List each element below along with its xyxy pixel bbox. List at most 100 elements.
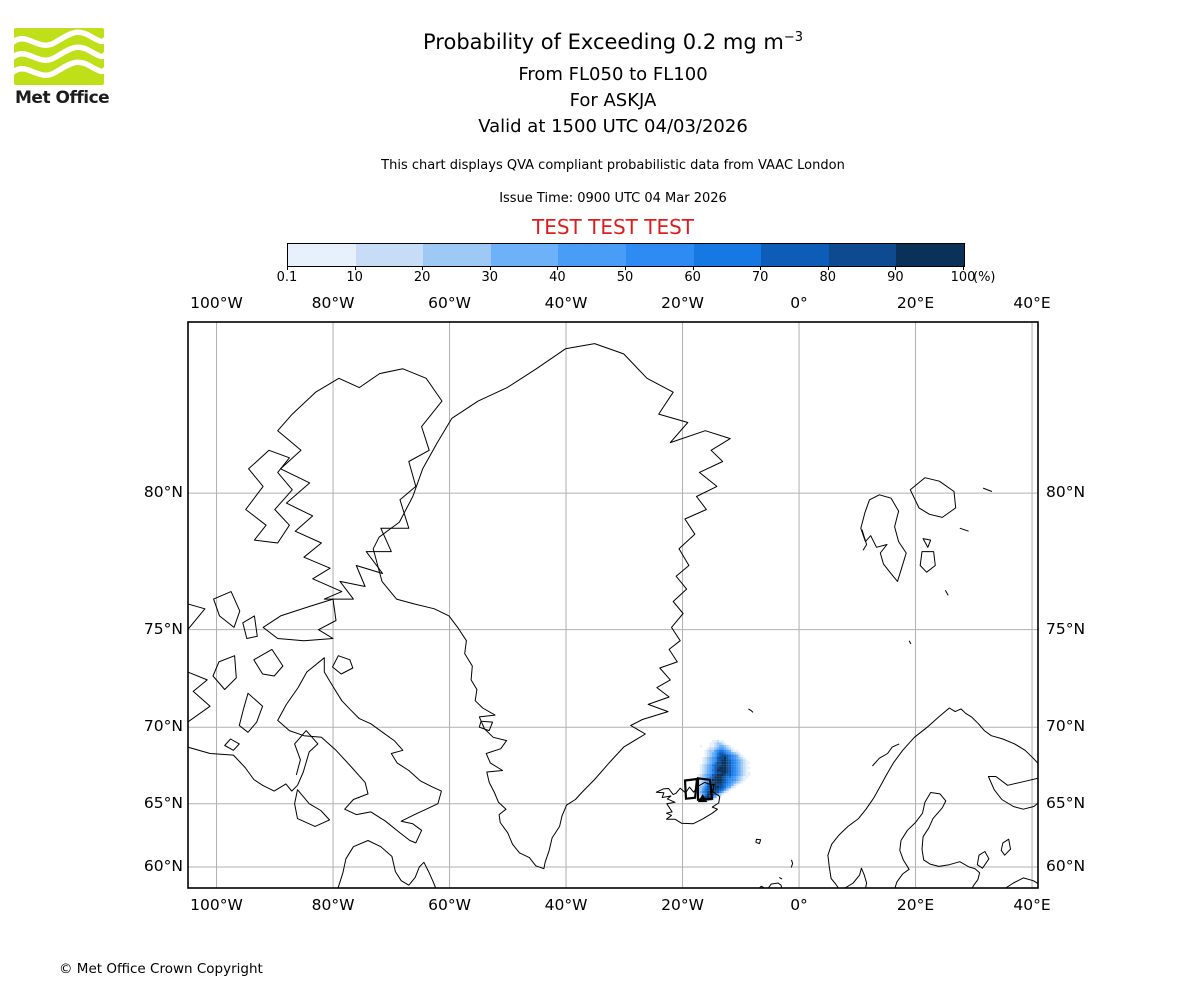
plume-cell <box>728 785 732 789</box>
lat-axis-label-right: 60°N <box>1046 857 1086 875</box>
plume-cell <box>735 769 739 772</box>
coastline-lake-ladoga <box>976 851 990 869</box>
plume-cell <box>706 754 710 757</box>
qva-description: This chart displays QVA compliant probab… <box>381 158 845 173</box>
plume-cell <box>743 759 746 762</box>
lat-axis-label-left: 70°N <box>143 717 183 736</box>
plume-cell <box>735 752 739 755</box>
coastline-disko-island <box>478 720 494 732</box>
plume-cell <box>721 740 724 743</box>
plume-cell <box>702 785 705 789</box>
plume-cell <box>704 761 707 765</box>
plume-cell <box>699 793 703 796</box>
lon-axis-label-top: 100°W <box>190 294 243 312</box>
plume-cell <box>738 769 741 772</box>
plume-cell <box>709 744 712 748</box>
plume-cell <box>745 766 749 770</box>
lon-axis-label-bottom: 100°W <box>190 896 243 914</box>
plume-cell <box>702 756 705 760</box>
coastline-bathurst-island <box>213 591 241 628</box>
plume-cell <box>716 761 720 765</box>
colorbar-tick-label: 40 <box>549 270 566 285</box>
coastline-melville-peninsula <box>294 730 319 786</box>
plume-cell <box>719 778 722 782</box>
colorbar-tick-label: 10 <box>346 270 363 285</box>
coastline-boothia-peninsula <box>238 692 264 733</box>
plume-cell <box>716 771 720 774</box>
plume-cell <box>704 769 707 772</box>
plume-cell <box>716 744 720 748</box>
plume-cell <box>711 778 715 782</box>
lat-axis-label-left: 60°N <box>143 857 183 875</box>
colorbar-tick <box>827 266 829 270</box>
plume-cell <box>721 759 724 762</box>
plume-cell <box>726 759 729 762</box>
plume-cell <box>721 778 724 782</box>
plume-cell <box>728 749 732 753</box>
plume-cell <box>738 754 741 757</box>
plume-cell <box>723 778 727 782</box>
plume-cell <box>714 759 717 762</box>
plume-cell <box>699 764 703 767</box>
colorbar-tick <box>557 266 559 270</box>
plume-cell <box>731 764 734 767</box>
plume-cell <box>726 752 729 755</box>
plume-cell <box>706 773 710 777</box>
plume-cell <box>735 783 739 787</box>
plume-cell <box>699 744 703 748</box>
plume-cell <box>723 764 727 767</box>
plume-cell <box>735 761 739 765</box>
plume-cell <box>743 769 746 772</box>
coastline-lofoten-islands <box>872 743 900 767</box>
logo-wave-stripe <box>14 29 104 48</box>
plume-cell <box>728 773 732 777</box>
plume-cell <box>699 771 703 774</box>
plume-cell <box>714 785 717 789</box>
plume-cell <box>702 761 705 765</box>
plume-cell <box>714 752 717 755</box>
colorbar-tick <box>625 266 626 270</box>
plume-cell <box>711 764 715 767</box>
plume-cell <box>726 747 729 750</box>
plume-cell <box>723 744 727 748</box>
plume-cell <box>733 761 737 765</box>
plume-cell <box>723 790 727 794</box>
plume-cell <box>745 771 749 774</box>
colorbar-tick-label: 60 <box>684 270 701 285</box>
plume-cell <box>704 771 707 774</box>
met-office-logo <box>14 28 104 85</box>
plume-cell <box>721 781 724 784</box>
lon-axis-label-bottom: 80°W <box>311 896 355 914</box>
colorbar-tick-label: 90 <box>887 270 904 285</box>
plume-cell <box>721 793 724 796</box>
plume-cell <box>740 778 744 782</box>
coastline-iceland <box>655 781 721 825</box>
coastline-kvitoya <box>982 487 993 492</box>
colorbar-segment-6 <box>625 244 694 266</box>
plume-cell <box>714 740 717 743</box>
plume-cell <box>719 781 722 784</box>
issue-time: Issue Time: 0900 UTC 04 Mar 2026 <box>499 191 727 206</box>
plume-cell <box>714 744 717 748</box>
colorbar-segment-1 <box>288 244 356 266</box>
plume-cell <box>716 776 720 779</box>
plume-cell <box>728 754 732 757</box>
plume-cell <box>740 771 744 774</box>
plume-cell <box>731 781 734 784</box>
lon-axis-label-bottom: 0° <box>790 896 808 914</box>
plume-cell <box>714 761 717 765</box>
plume-cell <box>711 771 715 774</box>
colorbar-tick <box>760 266 762 270</box>
plume-cell <box>716 752 720 755</box>
plume-cell <box>740 773 744 777</box>
plume-cell <box>733 776 737 779</box>
plume-cell <box>733 783 737 787</box>
plume-cell <box>709 769 712 772</box>
plume-cell <box>728 766 732 770</box>
plume-cell <box>716 788 720 791</box>
plume-cell <box>719 776 722 779</box>
plume-cell <box>706 752 710 755</box>
coastline-baltic-bothnia-coast <box>894 792 981 888</box>
plume-cell <box>704 764 707 767</box>
plume-cell <box>731 785 734 789</box>
